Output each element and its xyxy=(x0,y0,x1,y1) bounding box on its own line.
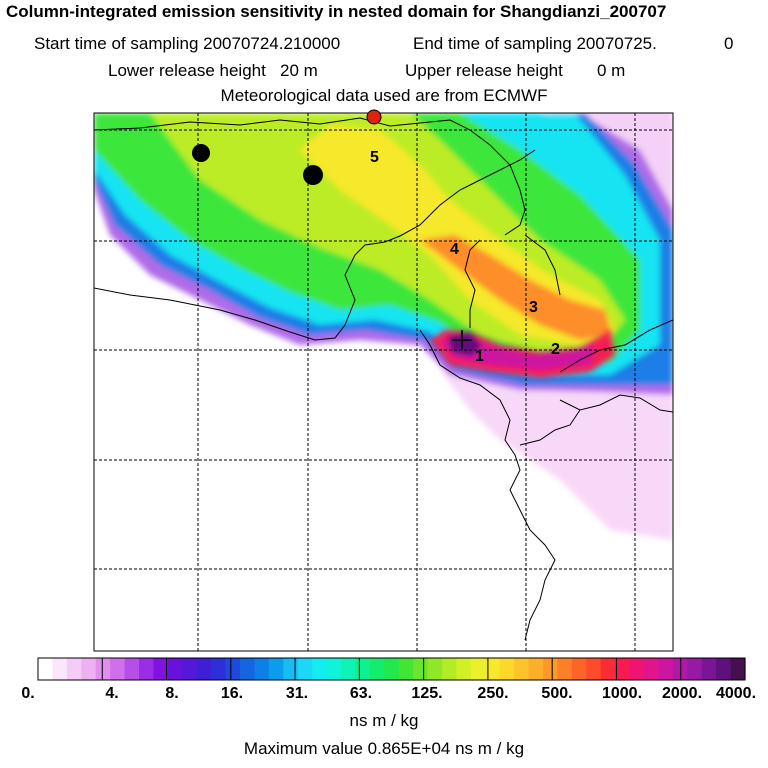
colorbar-swatch xyxy=(211,658,227,680)
colorbar-swatch xyxy=(543,658,559,680)
colorbar-swatch xyxy=(398,658,414,680)
coastlines xyxy=(94,117,673,641)
end-time-suffix: 0 xyxy=(724,34,734,53)
colorbar-tick-label: 8. xyxy=(165,685,179,702)
colorbar-swatch xyxy=(341,658,357,680)
colorbar-swatch xyxy=(153,658,169,680)
colorbar-tick-label: 4. xyxy=(105,685,119,702)
map-grid xyxy=(94,113,673,651)
colorbar-tick-label: 1000. xyxy=(601,685,643,702)
colorbar-dividers xyxy=(101,658,682,680)
sensitivity-field xyxy=(94,113,673,651)
receptor-marker xyxy=(366,109,382,125)
colorbar-swatch xyxy=(456,658,472,680)
colorbar-swatch xyxy=(413,658,429,680)
colorbar-tick-label: 4000. xyxy=(715,685,757,702)
colorbar-swatch xyxy=(600,658,616,680)
colorbar xyxy=(38,658,746,680)
colorbar-swatch xyxy=(167,658,183,680)
colorbar-swatch xyxy=(615,658,631,680)
end-time-label: End time of sampling 20070725. xyxy=(413,34,657,53)
colorbar-swatch xyxy=(110,658,126,680)
colorbar-swatch xyxy=(485,658,501,680)
cross-marker xyxy=(452,330,472,350)
colorbar-swatch xyxy=(442,658,458,680)
map-label: 1 xyxy=(475,348,484,365)
colorbar-swatch xyxy=(701,658,717,680)
colorbar-swatch xyxy=(283,658,299,680)
colorbar-tick-label: 2000. xyxy=(661,685,703,702)
upper-release-value: 0 m xyxy=(597,61,626,80)
colorbar-swatch xyxy=(52,658,68,680)
colorbar-swatch xyxy=(384,658,400,680)
colorbar-swatch xyxy=(196,658,212,680)
colorbar-swatch xyxy=(297,658,313,680)
colorbar-swatch xyxy=(240,658,256,680)
colorbar-swatch xyxy=(629,658,645,680)
colorbar-frame xyxy=(37,657,746,681)
colorbar-swatch xyxy=(268,658,284,680)
met-data-line: Meteorological data used are from ECMWF xyxy=(220,86,548,105)
map-label: 4 xyxy=(450,241,459,258)
colorbar-swatch xyxy=(369,658,385,680)
colorbar-units: ns m / kg xyxy=(349,711,419,730)
colorbar-swatch xyxy=(81,658,97,680)
colorbar-tick-label: 31. xyxy=(285,685,309,702)
colorbar-swatch xyxy=(716,658,732,680)
colorbar-tick-label: 0. xyxy=(21,685,35,702)
colorbar-tick-label: 16. xyxy=(220,685,244,702)
colorbar-swatch xyxy=(571,658,587,680)
colorbar-swatch xyxy=(66,658,82,680)
colorbar-swatch xyxy=(658,658,674,680)
upper-release-label: Upper release height xyxy=(405,61,563,80)
colorbar-swatch xyxy=(312,658,328,680)
map-label: 3 xyxy=(529,299,538,316)
colorbar-swatch xyxy=(687,658,703,680)
colorbar-tick-label: 63. xyxy=(349,685,373,702)
colorbar-swatch xyxy=(528,658,544,680)
colorbar-swatch xyxy=(139,658,155,680)
colorbar-tick-label: 125. xyxy=(411,685,443,702)
source-marker xyxy=(303,165,323,185)
colorbar-swatch xyxy=(95,658,111,680)
map-label: 5 xyxy=(370,149,379,166)
colorbar-swatch xyxy=(427,658,443,680)
lower-release-label: Lower release height xyxy=(108,61,266,80)
colorbar-swatch xyxy=(557,658,573,680)
colorbar-swatch xyxy=(38,658,54,680)
colorbar-swatch xyxy=(254,658,270,680)
colorbar-swatch xyxy=(499,658,515,680)
plot-title: Column-integrated emission sensitivity i… xyxy=(6,2,667,21)
colorbar-swatch xyxy=(730,658,746,680)
colorbar-tick-label: 500. xyxy=(541,685,573,702)
map-label: 2 xyxy=(551,341,560,358)
colorbar-swatch xyxy=(124,658,140,680)
source-marker xyxy=(192,144,210,162)
colorbar-swatch xyxy=(586,658,602,680)
colorbar-swatch xyxy=(355,658,371,680)
maximum-value-label: Maximum value 0.865E+04 ns m / kg xyxy=(243,739,525,758)
lower-release-value: 20 m xyxy=(280,61,318,80)
colorbar-swatch xyxy=(644,658,660,680)
start-time-label: Start time of sampling 20070724.210000 xyxy=(34,34,341,53)
map-frame xyxy=(93,112,674,652)
colorbar-swatch xyxy=(470,658,486,680)
colorbar-swatch xyxy=(326,658,342,680)
colorbar-tick-label: 250. xyxy=(477,685,509,702)
colorbar-swatch xyxy=(182,658,198,680)
colorbar-swatch xyxy=(225,658,241,680)
colorbar-swatch xyxy=(514,658,530,680)
